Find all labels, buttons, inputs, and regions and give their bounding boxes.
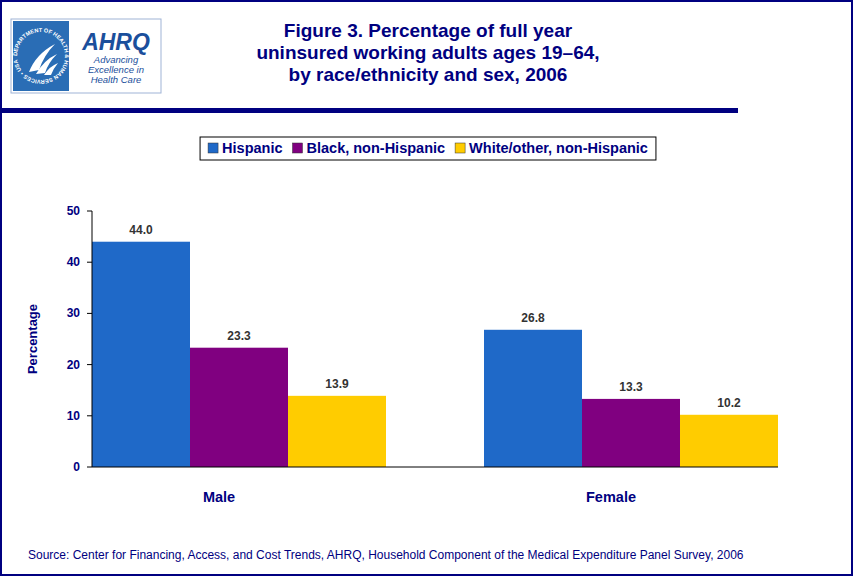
tick-label: 0 (73, 460, 80, 474)
y-axis (92, 211, 93, 467)
data-label: 23.3 (227, 329, 251, 343)
tick-label: 10 (67, 409, 81, 423)
chart: DEPARTMENT OF HEALTH & HUMAN SERVICES • … (0, 0, 853, 576)
eagle (44, 63, 58, 75)
x-axis (92, 467, 778, 468)
data-label: 26.8 (521, 311, 545, 325)
legend-label: Black, non-Hispanic (307, 140, 446, 156)
category-label: Female (586, 489, 636, 505)
legend-swatch (293, 143, 303, 153)
bar (92, 242, 190, 467)
legend-swatch (208, 143, 218, 153)
tick-label: 50 (67, 204, 81, 218)
header-rule (0, 108, 738, 113)
legend-label: White/other, non-Hispanic (469, 140, 648, 156)
bar (484, 330, 582, 467)
bar (582, 399, 680, 467)
tick-label: 20 (67, 358, 81, 372)
title-line: by race/ethnicity and sex, 2006 (289, 64, 568, 85)
bar (680, 415, 778, 467)
source: Source: Center for Financing, Access, an… (28, 548, 744, 562)
tick (87, 262, 92, 263)
tick (87, 364, 92, 365)
tick-label: 30 (67, 306, 81, 320)
data-label: 10.2 (717, 396, 741, 410)
tick (87, 211, 92, 212)
legend-label: Hispanic (222, 140, 282, 156)
category-label: Male (203, 489, 235, 505)
tick (87, 467, 92, 468)
bars (92, 242, 778, 467)
data-label: 13.3 (619, 380, 643, 394)
legend-box (200, 137, 656, 160)
tick (87, 313, 92, 314)
eagle (36, 54, 57, 74)
bar (190, 348, 288, 467)
logo-name: AHRQ (81, 29, 150, 55)
data-label: 13.9 (325, 377, 349, 391)
data-labels: 44.0 26.8 23.3 13.3 13.9 10.2 (129, 223, 741, 410)
y-axis-label: Percentage (25, 304, 40, 374)
tick-label: 40 (67, 255, 81, 269)
data-label: 44.0 (129, 223, 153, 237)
title-line: Figure 3. Percentage of full year (284, 20, 573, 41)
legend-swatch (455, 143, 465, 153)
legend: Hispanic Black, non-Hispanic White/other, … (200, 137, 656, 160)
seal-text: DEPARTMENT OF HEALTH & HUMAN SERVICES • … (12, 27, 70, 85)
seal-text-path: DEPARTMENT OF HEALTH & HUMAN SERVICES • … (12, 27, 70, 85)
title: Figure 3. Percentage of full yearuninsur… (256, 20, 599, 85)
title-line: uninsured working adults ages 19–64, (256, 42, 599, 63)
frame (1, 1, 852, 575)
tick (87, 415, 92, 416)
bar (288, 396, 386, 467)
logo: DEPARTMENT OF HEALTH & HUMAN SERVICES • … (11, 19, 161, 93)
logo-tagline: Health Care (91, 74, 142, 85)
logo-box (11, 19, 161, 93)
